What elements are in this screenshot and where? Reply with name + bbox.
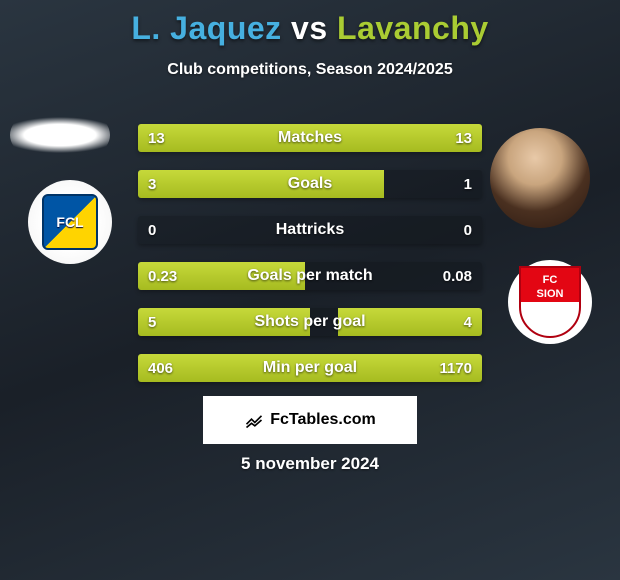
player1-avatar bbox=[10, 105, 110, 165]
chart-icon bbox=[244, 410, 264, 430]
stat-label: Goals bbox=[138, 170, 482, 198]
stat-right-value: 1170 bbox=[439, 354, 472, 382]
stat-label: Hattricks bbox=[138, 216, 482, 244]
stat-row-goals-per-match: 0.23Goals per match0.08 bbox=[138, 262, 482, 290]
stat-row-min-per-goal: 406Min per goal1170 bbox=[138, 354, 482, 382]
stat-label: Shots per goal bbox=[138, 308, 482, 336]
page-title: L. Jaquez vs Lavanchy bbox=[0, 0, 620, 47]
fcl-badge bbox=[42, 194, 98, 250]
stat-right-value: 4 bbox=[464, 308, 472, 336]
stat-bars: 13Matches13 3Goals1 0Hattricks0 0.23Goals p… bbox=[138, 124, 482, 400]
player2-name: Lavanchy bbox=[337, 10, 489, 46]
watermark: FcTables.com bbox=[203, 396, 417, 444]
stat-row-shots-per-goal: 5Shots per goal4 bbox=[138, 308, 482, 336]
player2-avatar bbox=[490, 128, 590, 228]
stat-row-hattricks: 0Hattricks0 bbox=[138, 216, 482, 244]
stat-label: Min per goal bbox=[138, 354, 482, 382]
player1-name: L. Jaquez bbox=[131, 10, 281, 46]
stat-row-goals: 3Goals1 bbox=[138, 170, 482, 198]
stat-label: Matches bbox=[138, 124, 482, 152]
player1-club-crest bbox=[28, 180, 112, 264]
stat-row-matches: 13Matches13 bbox=[138, 124, 482, 152]
stat-right-value: 0 bbox=[464, 216, 472, 244]
stat-label: Goals per match bbox=[138, 262, 482, 290]
subtitle: Club competitions, Season 2024/2025 bbox=[0, 61, 620, 79]
date-text: 5 november 2024 bbox=[0, 454, 620, 474]
stat-right-value: 1 bbox=[464, 170, 472, 198]
player2-club-crest bbox=[508, 260, 592, 344]
stat-right-value: 0.08 bbox=[443, 262, 472, 290]
vs-text: vs bbox=[291, 10, 328, 46]
sion-badge bbox=[519, 266, 581, 338]
watermark-text: FcTables.com bbox=[270, 411, 376, 429]
stat-right-value: 13 bbox=[455, 124, 472, 152]
